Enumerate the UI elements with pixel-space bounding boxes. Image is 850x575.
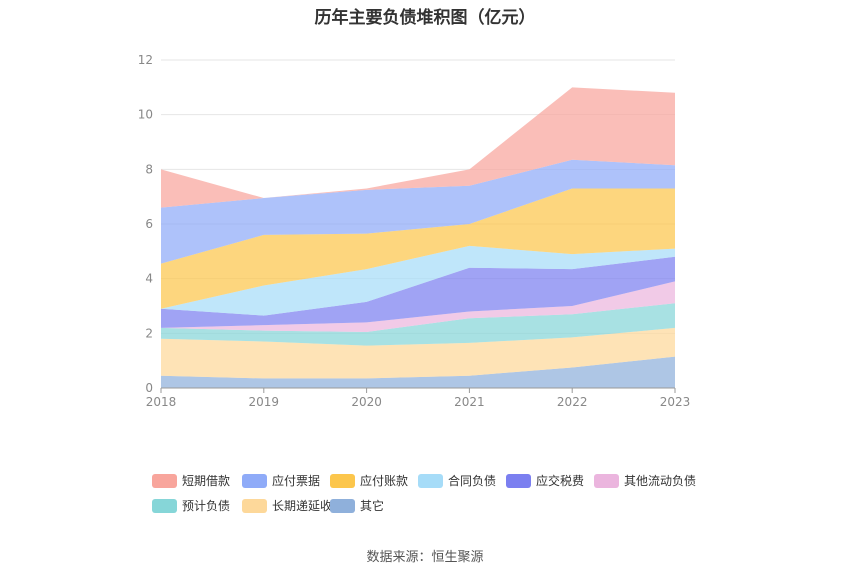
area-1 — [161, 356, 675, 388]
y-tick-label: 6 — [145, 217, 153, 231]
x-tick-label: 2022 — [557, 395, 588, 409]
legend-swatch — [242, 498, 267, 513]
x-tick-label: 2018 — [146, 395, 177, 409]
area-3 — [161, 303, 675, 346]
area-4 — [161, 281, 675, 332]
legend-label: 预计负债 — [182, 499, 231, 513]
legend-item[interactable]: 其他流动负债 — [594, 472, 696, 488]
x-tick-label: 2023 — [660, 395, 691, 409]
y-tick-label: 12 — [138, 53, 153, 67]
y-tick-label: 2 — [145, 326, 153, 340]
source-note: 数据来源：恒生聚源 — [366, 550, 484, 565]
legend-swatch — [330, 498, 355, 513]
legend-item[interactable]: 长期递延收益 — [242, 497, 344, 513]
legend-label: 应付账款 — [360, 474, 409, 488]
y-tick-label: 8 — [145, 162, 153, 176]
legend-label: 应付票据 — [272, 474, 321, 488]
y-tick-label: 0 — [145, 381, 153, 395]
legend-label: 应交税费 — [536, 474, 585, 488]
area-2 — [161, 327, 675, 379]
legend-swatch — [152, 498, 177, 513]
area-7 — [161, 188, 675, 309]
x-tick-label: 2020 — [351, 395, 382, 409]
area-series — [161, 87, 675, 388]
legend-label: 其他流动负债 — [624, 474, 697, 488]
legend-item[interactable]: 短期借款 — [152, 472, 230, 488]
legend-item[interactable]: 预计负债 — [152, 497, 230, 513]
legend-item[interactable]: 应付票据 — [242, 472, 320, 488]
chart-title: 历年主要负债堆积图（亿元） — [314, 8, 536, 28]
area-8 — [161, 159, 675, 264]
legend-swatch — [594, 473, 619, 488]
legend-swatch — [506, 473, 531, 488]
legend-swatch — [152, 473, 177, 488]
legend-swatch — [330, 473, 355, 488]
legend-item[interactable]: 合同负债 — [418, 472, 496, 488]
legend-swatch — [418, 473, 443, 488]
legend-item[interactable]: 其它 — [330, 497, 384, 513]
area-6 — [161, 245, 675, 316]
x-tick-label: 2019 — [249, 395, 280, 409]
y-tick-label: 10 — [138, 108, 153, 122]
legend-label: 合同负债 — [448, 474, 497, 488]
legend-item[interactable]: 应交税费 — [506, 472, 584, 488]
legend-label: 长期递延收益 — [272, 499, 345, 513]
area-5 — [161, 256, 675, 328]
axes: 0 2 4 6 8 10 12 2018 2019 2020 2021 2022 2023 — [138, 53, 691, 409]
legend-label: 短期借款 — [182, 474, 231, 488]
x-tick-label: 2021 — [454, 395, 485, 409]
legend-label: 其它 — [360, 499, 385, 513]
legend-swatch — [242, 473, 267, 488]
y-tick-label: 4 — [145, 272, 153, 286]
legend-item[interactable]: 应付账款 — [330, 472, 408, 488]
area-9 — [161, 87, 675, 208]
